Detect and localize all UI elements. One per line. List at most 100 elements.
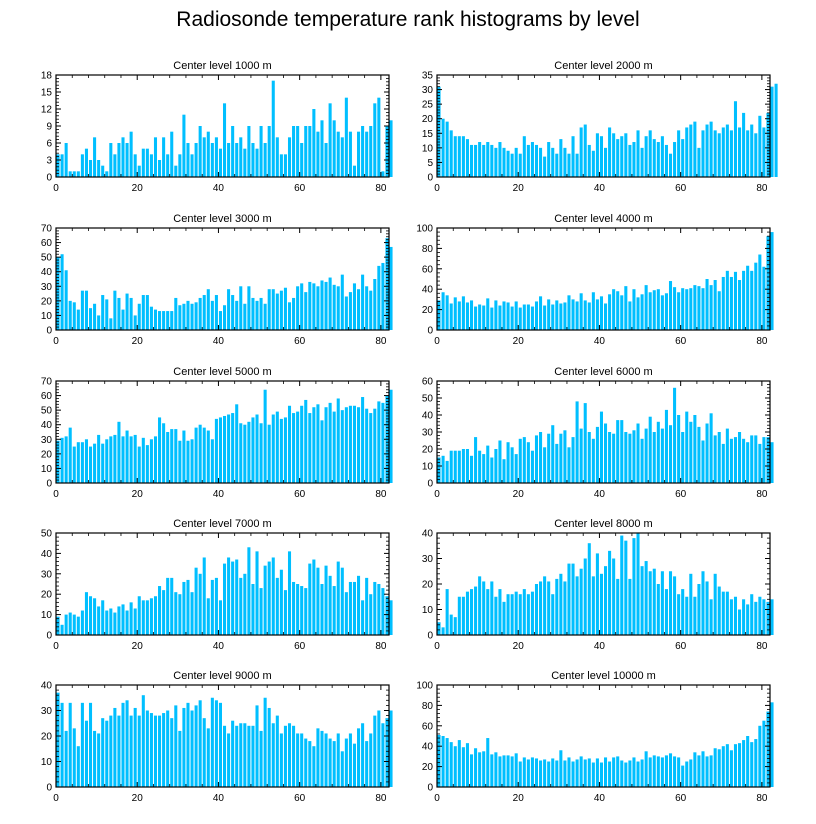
- histogram-bar: [563, 302, 567, 330]
- histogram-bar: [494, 449, 498, 483]
- histogram-bar: [182, 581, 186, 635]
- histogram-bar: [518, 761, 522, 787]
- histogram-bar: [320, 730, 324, 787]
- histogram-bar: [575, 153, 579, 177]
- histogram-bar: [292, 581, 296, 635]
- histogram-bar: [494, 596, 498, 635]
- histogram-bar: [701, 130, 705, 177]
- y-tick-label: 70: [41, 377, 53, 388]
- histogram-bar: [68, 300, 72, 330]
- histogram-bar: [461, 136, 465, 177]
- histogram-bar: [271, 414, 275, 483]
- histogram-bar: [279, 154, 283, 177]
- histogram-bar: [632, 538, 636, 635]
- histogram-bar: [506, 755, 510, 787]
- histogram-bar: [742, 112, 746, 177]
- histogram-bar: [490, 307, 494, 330]
- histogram-bar: [575, 576, 579, 635]
- histogram-bar: [502, 301, 506, 330]
- histogram-bar: [721, 591, 725, 635]
- histogram-bar: [636, 533, 640, 635]
- histogram-bar: [105, 610, 109, 635]
- histogram-bar: [701, 288, 705, 330]
- x-tick-label: 60: [675, 793, 687, 804]
- histogram-bar: [255, 148, 259, 177]
- histogram-bar: [109, 143, 113, 177]
- histogram-bar: [636, 761, 640, 787]
- histogram-bar: [697, 584, 701, 635]
- histogram-bar: [316, 286, 320, 330]
- histogram-bar: [389, 600, 393, 635]
- x-tick-label: 40: [213, 793, 225, 804]
- histogram-bar: [227, 143, 231, 177]
- x-tick-label: 60: [294, 641, 306, 652]
- y-tick-label: 0: [427, 326, 433, 337]
- histogram-bar: [64, 730, 68, 787]
- histogram-bar: [522, 437, 526, 483]
- histogram-bar: [746, 604, 750, 635]
- histogram-bar: [612, 757, 616, 787]
- histogram-bar: [178, 440, 182, 483]
- histogram-bar: [636, 423, 640, 483]
- y-tick-label: 60: [422, 721, 434, 732]
- y-tick-label: 25: [422, 100, 434, 111]
- histogram-bar: [328, 277, 332, 330]
- histogram-bar: [218, 311, 222, 330]
- histogram-bar: [445, 738, 449, 787]
- histogram-bar: [259, 588, 263, 635]
- histogram-bar: [469, 455, 474, 483]
- histogram-bar: [361, 723, 365, 787]
- histogram-bar: [328, 575, 332, 635]
- y-tick-label: 0: [46, 173, 52, 184]
- histogram-bar: [465, 302, 469, 330]
- histogram-bar: [129, 715, 133, 787]
- histogram-bar: [348, 733, 352, 787]
- histogram-bar: [76, 171, 80, 177]
- histogram-bar: [709, 121, 713, 177]
- histogram-bar: [437, 734, 441, 787]
- histogram-bar: [449, 450, 453, 483]
- histogram-bar: [125, 700, 129, 787]
- histogram-bar: [137, 303, 141, 330]
- histogram-bar: [174, 592, 178, 635]
- histogram-bar: [733, 744, 738, 787]
- histogram-bar: [247, 286, 251, 330]
- histogram-bar: [340, 751, 344, 787]
- y-tick-label: 40: [422, 742, 434, 753]
- histogram-panel: Center level 8000 m 0 10 20 30 40 0 20 40 60 80: [422, 518, 774, 652]
- histogram-bar: [551, 147, 555, 177]
- histogram-bar: [673, 142, 677, 177]
- histogram-bar: [534, 758, 539, 787]
- y-tick-label: 30: [422, 85, 434, 96]
- histogram-bar: [223, 415, 227, 483]
- histogram-bar: [56, 154, 60, 177]
- histogram-bar: [526, 759, 530, 787]
- panel-title: Center level 3000 m: [173, 213, 271, 225]
- histogram-bar: [271, 289, 275, 330]
- histogram-bar: [746, 442, 750, 483]
- histogram-bar: [705, 279, 709, 330]
- histogram-bar: [587, 302, 591, 330]
- histogram-bar: [713, 130, 717, 177]
- histogram-bar: [72, 446, 76, 483]
- histogram-bar: [770, 86, 774, 177]
- histogram-bar: [76, 309, 80, 330]
- histogram-bar: [97, 315, 101, 330]
- histogram-bar: [758, 254, 762, 330]
- histogram-bar: [721, 276, 725, 330]
- histogram-bar: [316, 728, 320, 787]
- histogram-bar: [474, 306, 478, 330]
- histogram-bar: [510, 306, 514, 330]
- histogram-bar: [304, 399, 308, 483]
- histogram-bar: [575, 759, 579, 787]
- histogram-bar: [227, 289, 231, 330]
- histogram-bar: [389, 710, 393, 787]
- histogram-bar: [624, 762, 628, 787]
- histogram-bar: [328, 738, 332, 787]
- histogram-bar: [518, 594, 522, 635]
- histogram-bar: [202, 137, 206, 177]
- histogram-bar: [93, 598, 97, 635]
- histogram-bar: [770, 442, 774, 483]
- histogram-bar: [125, 293, 129, 330]
- histogram-bar: [530, 306, 534, 330]
